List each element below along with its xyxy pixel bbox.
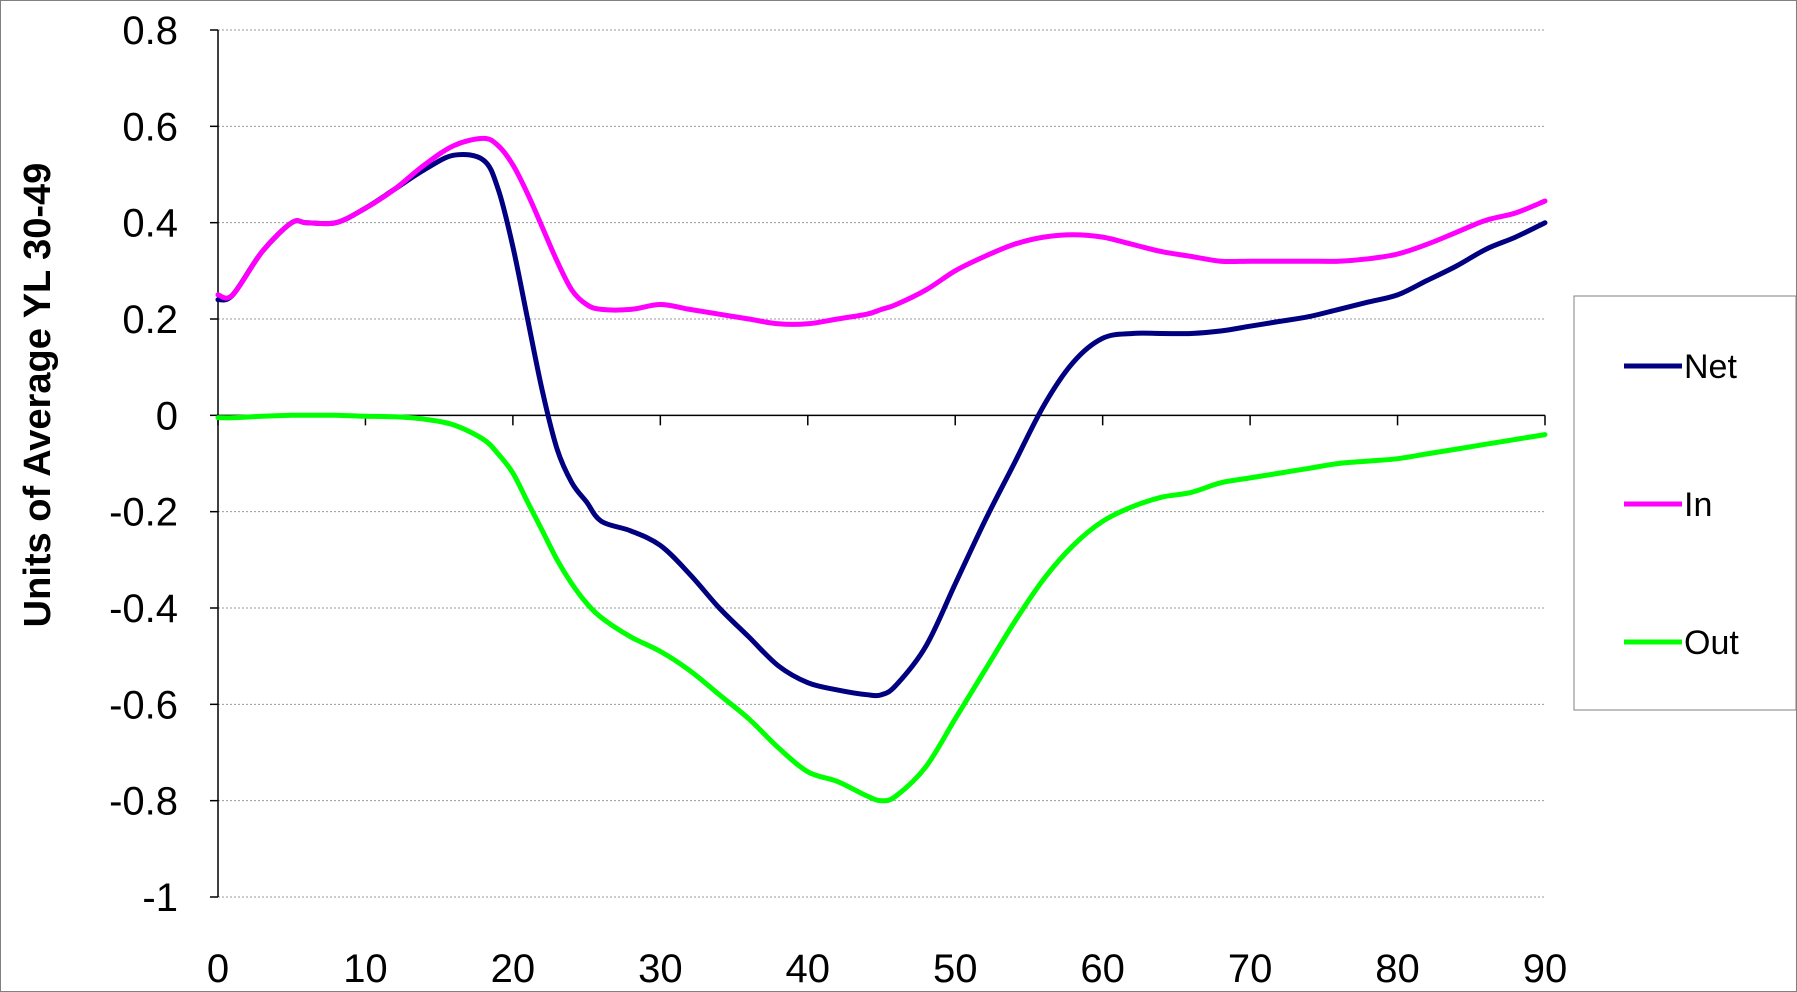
x-tick-label: 50 [933, 947, 978, 991]
legend-label-net: Net [1684, 348, 1737, 386]
y-tick-label: 0.4 [122, 202, 178, 246]
x-tick-label: 30 [638, 947, 683, 991]
y-tick-label: -0.2 [109, 491, 178, 535]
series-line-net [215, 151, 1548, 699]
x-tick-label: 70 [1228, 947, 1273, 991]
series-line-out [215, 412, 1548, 804]
y-tick-label: 0.6 [122, 105, 178, 149]
legend-label-out: Out [1684, 624, 1739, 662]
y-tick-label: -0.4 [109, 587, 178, 631]
legend: Net In Out [1573, 295, 1797, 711]
y-tick-label: 0.2 [122, 298, 178, 342]
axes [210, 29, 1546, 898]
legend-label-in: In [1684, 486, 1712, 524]
x-tick-label: 20 [491, 947, 536, 991]
y-tick-label: -1 [142, 876, 178, 920]
gridlines [218, 29, 1545, 898]
y-tick-label: 0.8 [122, 9, 178, 53]
x-tick-label: 60 [1080, 947, 1125, 991]
x-tick-label: 80 [1375, 947, 1420, 991]
x-tick-labels: 0 10 20 30 40 50 60 70 80 90 [207, 947, 1567, 991]
y-tick-label: 0 [156, 394, 178, 438]
y-tick-label: -0.8 [109, 780, 178, 824]
series-lines [215, 135, 1548, 804]
series-line-in [215, 135, 1548, 327]
x-tick-label: 40 [786, 947, 831, 991]
y-tick-labels: 0.8 0.6 0.4 0.2 0 -0.2 -0.4 -0.6 -0.8 -1 [109, 9, 178, 920]
x-tick-label: 10 [343, 947, 388, 991]
legend-box [1573, 295, 1797, 711]
x-tick-label: 0 [207, 947, 229, 991]
x-tick-label: 90 [1523, 947, 1568, 991]
y-axis-title: Units of Average YL 30-49 [17, 163, 59, 628]
y-tick-label: -0.6 [109, 683, 178, 727]
